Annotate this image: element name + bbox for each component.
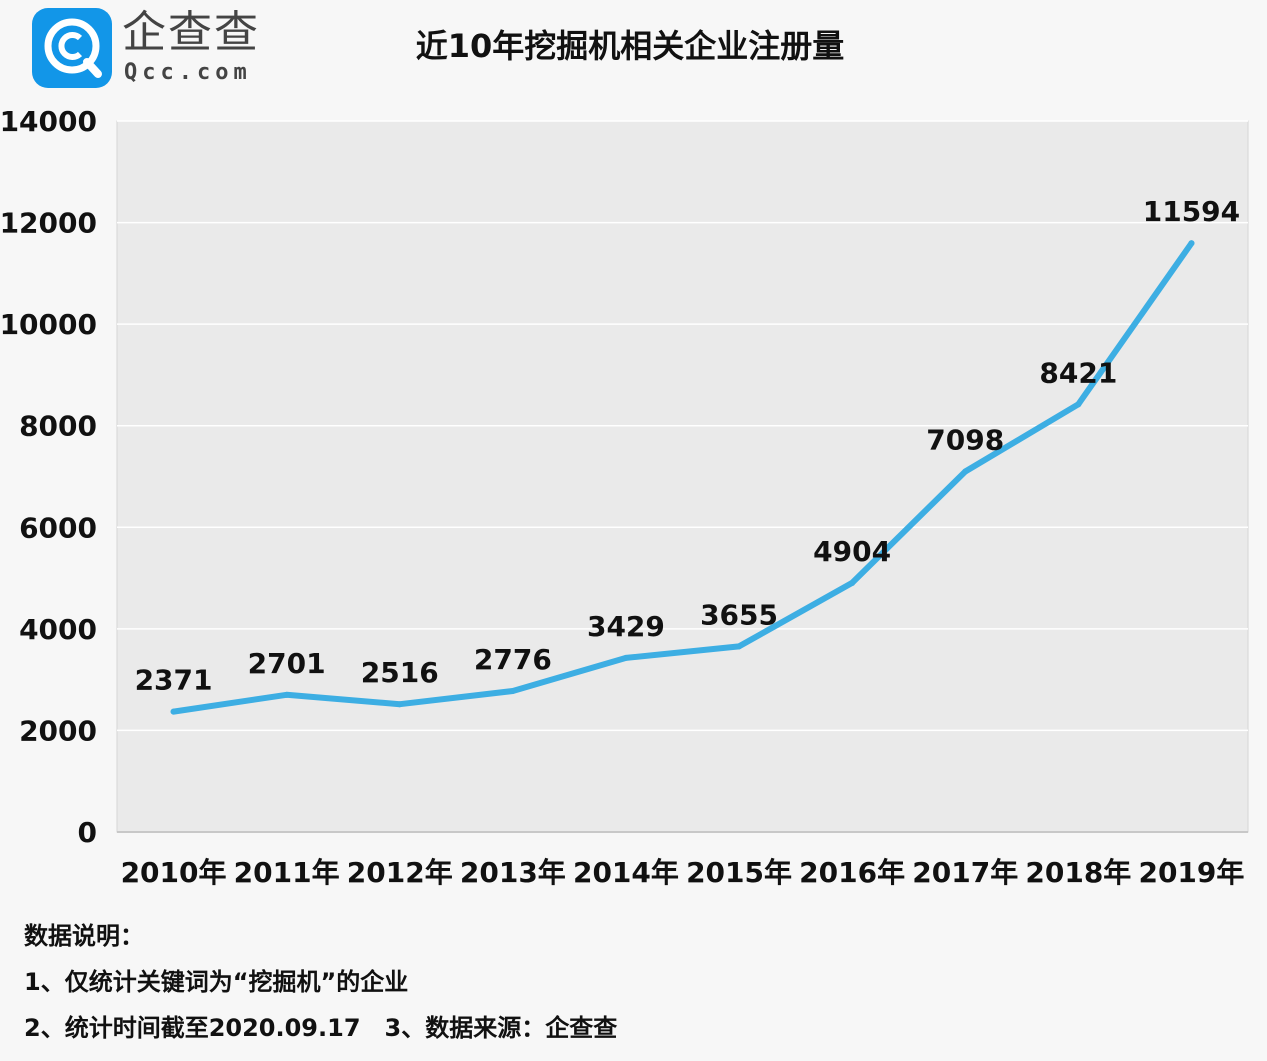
series-line: [170, 240, 1195, 715]
x-tick-label: 2012年: [347, 856, 453, 889]
data-point: [962, 468, 969, 475]
y-tick-label: 4000: [19, 613, 97, 646]
chart-title: 近10年挖掘机相关企业注册量: [415, 27, 845, 65]
x-tick-label: 2015年: [686, 856, 792, 889]
data-label: 7098: [926, 424, 1004, 457]
logo-name-en: Qcc.com: [124, 60, 252, 85]
y-tick-label: 14000: [0, 105, 97, 138]
data-point: [622, 654, 629, 661]
plot-area: [116, 120, 1249, 833]
data-label: 2371: [135, 664, 213, 697]
x-tick-label: 2018年: [1025, 856, 1131, 889]
data-point: [849, 579, 856, 586]
data-point: [1188, 240, 1195, 247]
data-label: 2776: [474, 643, 552, 676]
y-tick-label: 12000: [0, 207, 97, 240]
logo-name-cn: 企查查: [122, 7, 260, 58]
data-notes: 数据说明： 1、仅统计关键词为“挖掘机”的企业 2、统计时间截至2020.09.…: [24, 916, 617, 1054]
x-tick-label: 2013年: [460, 856, 566, 889]
data-point: [170, 708, 177, 715]
notes-heading: 数据说明：: [24, 922, 144, 950]
notes-line-1: 1、仅统计关键词为“挖掘机”的企业: [24, 968, 409, 996]
qcc-logo-icon: [32, 8, 112, 88]
data-point: [396, 701, 403, 708]
data-point: [1075, 401, 1082, 408]
data-label: 3429: [587, 610, 665, 643]
data-point: [736, 643, 743, 650]
y-tick-label: 8000: [19, 410, 97, 443]
data-label: 4904: [813, 535, 891, 568]
x-tick-label: 2014年: [573, 856, 679, 889]
data-point: [283, 691, 290, 698]
y-tick-label: 0: [78, 816, 97, 849]
data-label: 3655: [700, 598, 778, 631]
data-label: 8421: [1039, 356, 1117, 389]
x-tick-label: 2010年: [121, 856, 227, 889]
x-tick-label: 2019年: [1138, 856, 1244, 889]
data-label: 2516: [361, 656, 439, 689]
x-tick-label: 2016年: [799, 856, 905, 889]
qcc-logo: 企查查 Qcc.com: [32, 8, 272, 92]
data-label: 2701: [248, 647, 326, 680]
data-label: 11594: [1143, 195, 1240, 228]
notes-line-2: 2、统计时间截至2020.09.17 3、数据来源：企查查: [24, 1014, 618, 1042]
x-tick-label: 2017年: [912, 856, 1018, 889]
x-tick-label: 2011年: [234, 856, 340, 889]
data-point: [509, 688, 516, 695]
y-tick-label: 10000: [0, 308, 97, 341]
y-tick-label: 2000: [19, 714, 97, 747]
y-tick-label: 6000: [19, 511, 97, 544]
